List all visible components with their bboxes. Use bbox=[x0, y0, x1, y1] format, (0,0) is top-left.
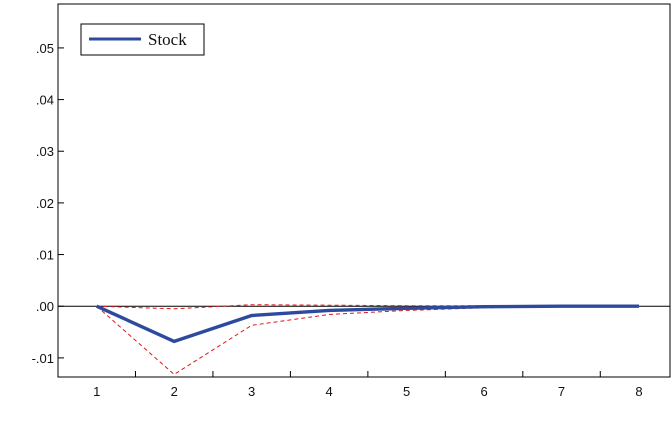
x-tick-label: 1 bbox=[93, 384, 100, 399]
y-tick-label: .01 bbox=[36, 248, 54, 263]
series-layer bbox=[95, 304, 639, 375]
legend-label-stock: Stock bbox=[148, 30, 187, 49]
x-tick-label: 8 bbox=[635, 384, 642, 399]
plot-frame bbox=[57, 3, 671, 378]
series-line-stock bbox=[95, 304, 639, 344]
x-tick-label: 5 bbox=[403, 384, 410, 399]
x-axis: 1 2 3 4 5 6 7 8 bbox=[93, 371, 643, 399]
x-tick-label: 3 bbox=[248, 384, 255, 399]
x-tick-label: 2 bbox=[171, 384, 178, 399]
x-tick-label: 7 bbox=[558, 384, 565, 399]
x-tick-label: 4 bbox=[326, 384, 333, 399]
y-tick-label: .00 bbox=[36, 299, 54, 314]
y-tick-label: .04 bbox=[36, 93, 54, 108]
x-tick-label: 6 bbox=[480, 384, 487, 399]
y-tick-label: .03 bbox=[36, 144, 54, 159]
y-tick-label: .02 bbox=[36, 196, 54, 211]
legend: Stock bbox=[80, 23, 205, 56]
y-axis: .05 .04 .03 .02 .01 .00 -.01 bbox=[32, 41, 64, 366]
y-tick-label: .05 bbox=[36, 41, 54, 56]
y-tick-label: -.01 bbox=[32, 351, 54, 366]
